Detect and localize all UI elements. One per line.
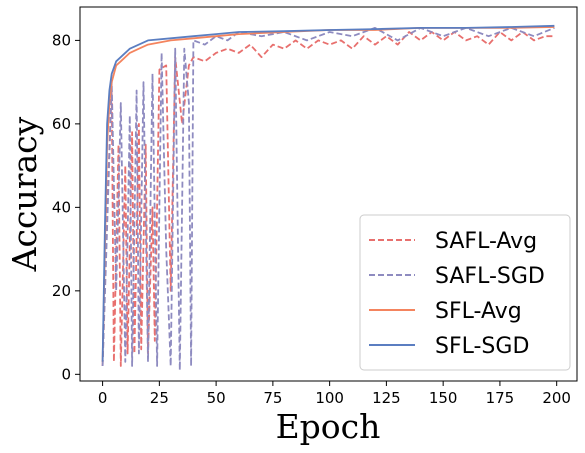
x-tick-label: 100 <box>315 389 344 407</box>
x-tick-label: 75 <box>263 389 282 407</box>
x-tick-label: 200 <box>542 389 571 407</box>
legend: SAFL-Avg SAFL-SGD SFL-Avg SFL-SGD <box>359 214 571 371</box>
legend-label: SFL-Avg <box>435 299 522 324</box>
y-tick-label: 20 <box>52 282 71 300</box>
y-tick-label: 0 <box>61 365 71 383</box>
y-tick-label: 40 <box>52 198 71 216</box>
x-tick-label: 150 <box>429 389 458 407</box>
y-axis-title: Accuracy <box>5 116 44 272</box>
plot-frame <box>79 6 578 382</box>
x-tick-label: 175 <box>486 389 515 407</box>
series-lines <box>101 24 555 371</box>
y-axis-ticks: 0 20 40 60 80 <box>52 31 80 383</box>
x-tick-label: 25 <box>150 389 169 407</box>
x-tick-label: 0 <box>98 389 108 407</box>
x-axis-ticks: 0 25 50 75 100 125 150 175 200 <box>98 381 571 407</box>
y-tick-label: 80 <box>52 31 71 49</box>
legend-box <box>359 214 571 371</box>
x-axis-title: Epoch <box>276 407 381 446</box>
legend-label: SFL-SGD <box>435 334 529 359</box>
legend-items: SAFL-Avg SAFL-SGD SFL-Avg SFL-SGD <box>369 229 545 359</box>
legend-label: SAFL-Avg <box>435 229 537 254</box>
x-tick-label: 125 <box>372 389 401 407</box>
legend-label: SAFL-SGD <box>435 264 545 289</box>
series-line-safl-sgd <box>101 27 555 371</box>
y-tick-label: 60 <box>52 115 71 133</box>
x-tick-label: 50 <box>207 389 226 407</box>
series-line-sfl-sgd <box>101 24 555 362</box>
